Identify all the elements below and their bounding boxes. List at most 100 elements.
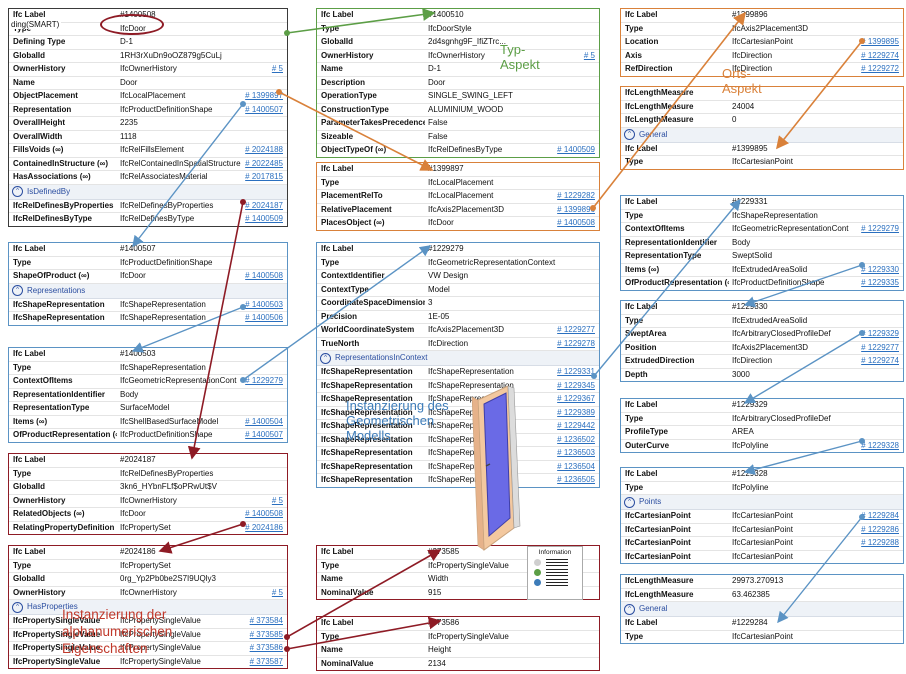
row-value: IfcRelFillsElement bbox=[120, 145, 185, 154]
section-header[interactable]: ^ HasProperties bbox=[9, 600, 287, 615]
section-header[interactable]: ^ Points bbox=[621, 495, 903, 510]
section-title: HasProperties bbox=[27, 602, 78, 611]
table-row: ContextIdentifier VW Design bbox=[317, 270, 599, 284]
reference-link[interactable]: # 1400504 bbox=[245, 416, 283, 426]
reference-link[interactable]: # 1229331 bbox=[557, 367, 595, 376]
chevron-up-icon[interactable]: ^ bbox=[12, 285, 23, 296]
note-geometrisch: Instanzierung des Geometrischen Modells bbox=[346, 398, 449, 443]
row-value: IfcDoor bbox=[428, 218, 454, 227]
reference-link[interactable]: # 1229272 bbox=[861, 64, 899, 73]
reference-link[interactable]: # 1229274 bbox=[861, 356, 899, 365]
table-row: HasAssociations (∞) IfcRelAssociatesMater… bbox=[9, 171, 287, 185]
reference-link[interactable]: # 1229442 bbox=[557, 421, 595, 430]
reference-link[interactable]: # 1229367 bbox=[557, 394, 595, 403]
reference-link[interactable]: # 1229288 bbox=[861, 538, 899, 547]
table-row: OwnerHistory IfcOwnerHistory # 5 bbox=[9, 495, 287, 508]
reference-link[interactable]: # 1400503 bbox=[245, 299, 283, 309]
chevron-up-icon[interactable]: ^ bbox=[12, 601, 23, 613]
reference-link[interactable]: # 1400508 bbox=[557, 218, 595, 227]
reference-link[interactable]: # 373586 bbox=[249, 643, 283, 652]
reference-link[interactable]: # 1400506 bbox=[245, 313, 283, 322]
row-value: #373585 bbox=[428, 547, 460, 556]
reference-link[interactable]: # 5 bbox=[271, 587, 283, 597]
table-row: Ifc Label #1400510 bbox=[317, 9, 599, 23]
reference-link[interactable]: # 1236503 bbox=[557, 448, 595, 457]
chevron-up-icon[interactable]: ^ bbox=[624, 129, 635, 140]
reference-link[interactable]: # 1229330 bbox=[861, 264, 899, 274]
row-value: IfcProductDefinitionShape bbox=[120, 257, 213, 267]
section-header[interactable]: ^ IsDefinedBy bbox=[9, 184, 287, 200]
row-value: IfcPropertySet bbox=[120, 560, 171, 570]
reference-link[interactable]: # 1229279 bbox=[245, 376, 283, 385]
reference-link[interactable]: # 1229329 bbox=[861, 329, 899, 338]
reference-link[interactable]: # 5 bbox=[583, 50, 595, 60]
reference-link[interactable]: # 1399897 bbox=[245, 91, 283, 100]
row-key: IfcShapeRepresentation bbox=[321, 461, 413, 471]
chevron-up-icon[interactable]: ^ bbox=[624, 496, 635, 508]
table-row: IfcShapeRepresentation IfcShapeRepresenta… bbox=[317, 407, 599, 420]
table-row: RelatedObjects (∞) IfcDoor # 1400508 bbox=[9, 508, 287, 522]
reference-link[interactable]: # 1236502 bbox=[557, 434, 595, 444]
row-value: IfcDoor bbox=[120, 509, 146, 518]
row-key: Depth bbox=[625, 369, 648, 379]
reference-link[interactable]: # 1229335 bbox=[861, 278, 899, 287]
row-value: IfcShapeRepresentation bbox=[428, 421, 514, 430]
table-row: IfcCartesianPoint IfcCartesianPoint # 1229… bbox=[621, 537, 903, 551]
reference-link[interactable]: # 1400508 bbox=[245, 509, 283, 518]
reference-link[interactable]: # 1229278 bbox=[557, 338, 595, 348]
reference-link[interactable]: # 1400508 bbox=[245, 271, 283, 280]
reference-link[interactable]: # 1229328 bbox=[861, 440, 899, 450]
reference-link[interactable]: # 1399895 bbox=[861, 37, 899, 46]
table-row: Type IfcGeometricRepresentationContext bbox=[317, 257, 599, 270]
chevron-up-icon[interactable]: ^ bbox=[12, 186, 23, 197]
reference-link[interactable]: # 1229389 bbox=[557, 407, 595, 417]
table-row: IfcCartesianPoint IfcCartesianPoint # 1229… bbox=[621, 510, 903, 524]
reference-link[interactable]: # 1229286 bbox=[861, 524, 899, 534]
reference-link[interactable]: # 1236505 bbox=[557, 475, 595, 484]
section-header[interactable]: ^ RepresentationsInContext bbox=[317, 351, 599, 366]
reference-link[interactable]: # 1400509 bbox=[557, 145, 595, 154]
legend-item bbox=[534, 579, 582, 586]
reference-link[interactable]: # 1236504 bbox=[557, 461, 595, 471]
section-header[interactable]: ^ General bbox=[621, 602, 903, 617]
reference-link[interactable]: # 1399896 bbox=[557, 204, 595, 214]
row-key: IfcCartesianPoint bbox=[625, 524, 691, 534]
table-row: OverallWidth 1118 bbox=[9, 131, 287, 144]
chevron-up-icon[interactable]: ^ bbox=[320, 352, 331, 364]
row-key: Ifc Label bbox=[321, 547, 354, 556]
reference-link[interactable]: # 1400509 bbox=[245, 214, 283, 223]
reference-link[interactable]: # 1229284 bbox=[861, 511, 899, 520]
row-value: #1229330 bbox=[732, 302, 768, 311]
reference-link[interactable]: # 2024188 bbox=[245, 145, 283, 154]
reference-link[interactable]: # 1400507 bbox=[245, 430, 283, 439]
reference-link[interactable]: # 1229274 bbox=[861, 50, 899, 60]
reference-link[interactable]: # 2024187 bbox=[245, 200, 283, 210]
reference-link[interactable]: # 1229282 bbox=[557, 191, 595, 200]
section-header[interactable]: ^ Representations bbox=[9, 283, 287, 299]
reference-link[interactable]: # 1229345 bbox=[557, 380, 595, 390]
table-row: Ifc Label #1399897 bbox=[317, 163, 599, 177]
reference-link[interactable]: # 373584 bbox=[249, 616, 283, 625]
row-value: IfcExtrudedAreaSolid bbox=[732, 315, 808, 325]
row-key: RepresentationIdentifier bbox=[625, 237, 718, 247]
reference-link[interactable]: # 373587 bbox=[249, 656, 283, 666]
reference-link[interactable]: # 2022485 bbox=[245, 158, 283, 168]
table-row: Ifc Label #1229328 bbox=[621, 468, 903, 482]
reference-link[interactable]: # 5 bbox=[271, 495, 283, 505]
reference-link[interactable]: # 1229279 bbox=[861, 224, 899, 233]
table-row: Type IfcRelDefinesByProperties bbox=[9, 468, 287, 481]
reference-link[interactable]: # 2017815 bbox=[245, 172, 283, 181]
section-header[interactable]: ^ General bbox=[621, 127, 903, 143]
reference-link[interactable]: # 1400507 bbox=[245, 104, 283, 114]
row-value: False bbox=[428, 118, 448, 127]
reference-link[interactable]: # 1229277 bbox=[557, 325, 595, 334]
row-value: IfcGeometricRepresentationCont bbox=[732, 224, 849, 233]
reference-link[interactable]: # 1229277 bbox=[861, 342, 899, 352]
reference-link[interactable]: # 5 bbox=[271, 64, 283, 73]
row-value: IfcCartesianPoint bbox=[732, 538, 793, 547]
reference-link[interactable]: # 2024186 bbox=[245, 522, 283, 532]
row-value: IfcAxis2Placement3D bbox=[428, 204, 505, 214]
reference-link[interactable]: # 373585 bbox=[249, 629, 283, 639]
chevron-up-icon[interactable]: ^ bbox=[624, 603, 635, 615]
row-key: OwnerHistory bbox=[321, 50, 374, 60]
